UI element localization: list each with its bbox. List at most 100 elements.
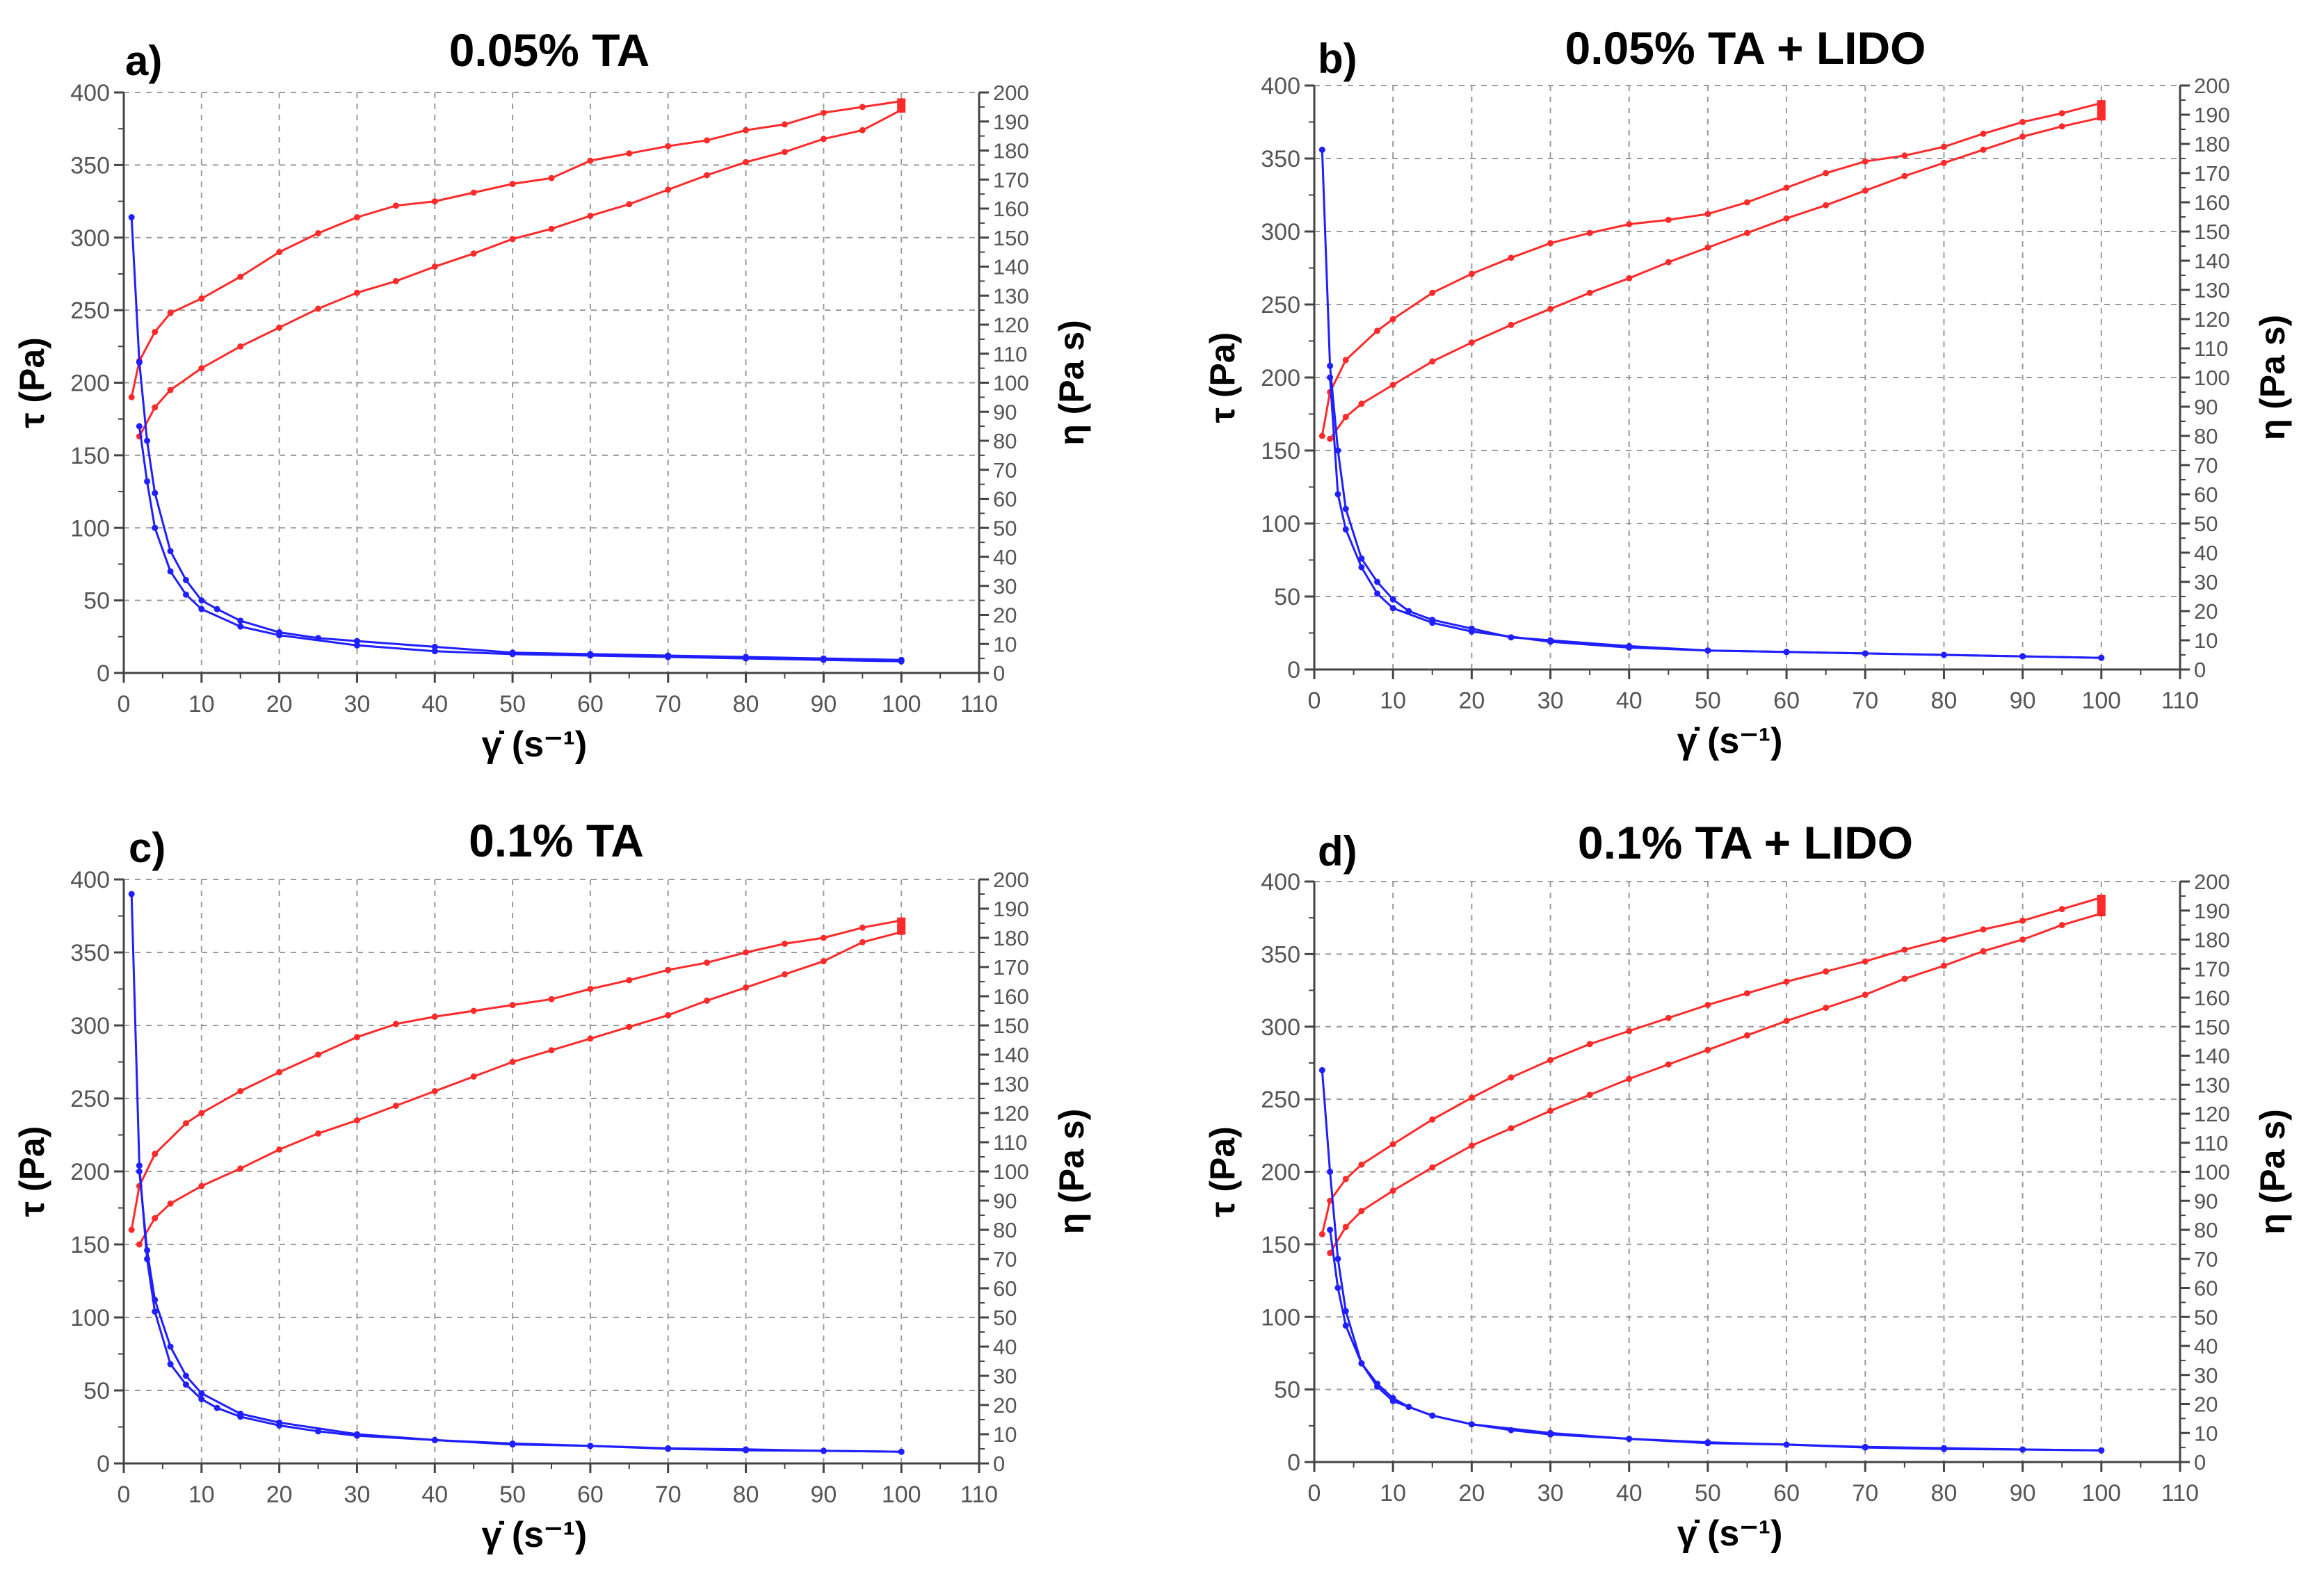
panel-3: 0 10 20 30 40 50 60 70 80 90 100 110050100150200250… [1203, 817, 2292, 1554]
data-point [1374, 590, 1381, 597]
data-point [198, 1396, 205, 1403]
data-point [470, 189, 477, 196]
data-point [2098, 1447, 2105, 1454]
x-tick-label: 10 [1380, 1480, 1406, 1507]
y-left-tick-label: 200 [1261, 365, 1300, 391]
x-tick-label: 0 [118, 1481, 131, 1508]
data-point [1823, 202, 1830, 209]
data-point [1342, 1308, 1349, 1315]
data-point [743, 949, 750, 956]
data-point [509, 181, 516, 188]
y-right-tick-label: 30 [2194, 1363, 2218, 1388]
data-point [1823, 968, 1830, 975]
x-tick-label: 110 [2161, 1480, 2199, 1507]
data-point [431, 263, 438, 270]
data-point [353, 1034, 360, 1041]
x-tick-label: 90 [2010, 688, 2036, 714]
y-right-tick-label: 200 [993, 868, 1029, 892]
data-point [587, 212, 594, 219]
x-tick-label: 40 [421, 691, 448, 717]
y-left-tick-label: 400 [1261, 869, 1300, 895]
data-point [781, 149, 788, 156]
data-point [1626, 644, 1633, 651]
y-left-tick-label: 100 [70, 1305, 110, 1331]
data-point [1468, 1421, 1475, 1428]
data-point [1547, 1107, 1554, 1114]
panel-2: 0 10 20 30 40 50 60 70 80 90 100 110050100150200250… [13, 815, 1091, 1555]
data-point [167, 1200, 174, 1207]
data-point [1862, 958, 1869, 965]
y-right-tick-label: 40 [2194, 1334, 2218, 1358]
data-point [1374, 327, 1381, 334]
y-right-tick-label: 120 [2194, 1102, 2230, 1126]
y-right-tick-label: 140 [993, 255, 1029, 279]
data-point [665, 654, 672, 660]
y-left-tick-label: 400 [1261, 73, 1300, 99]
data-point [1429, 289, 1436, 296]
y-right-tick-label: 70 [2194, 453, 2218, 478]
data-point [1342, 505, 1349, 512]
data-point [198, 1183, 205, 1190]
x-tick-label: 100 [882, 691, 921, 717]
data-point [1547, 240, 1554, 247]
y-right-tick-label: 50 [2194, 1305, 2218, 1329]
data-point [548, 225, 555, 232]
x-tick-label: 90 [810, 1481, 837, 1508]
x-axis-label: γ̇ (s⁻¹) [1677, 1513, 1783, 1554]
panel-letter: c) [129, 825, 166, 871]
y-right-tick-label: 140 [2194, 249, 2230, 273]
y-left-tick-label: 50 [1274, 584, 1300, 610]
data-point [2019, 653, 2026, 660]
data-point [1862, 1443, 1869, 1450]
data-point [548, 1047, 555, 1054]
panel-letter: a) [125, 38, 162, 84]
x-tick-label: 110 [2161, 688, 2199, 714]
data-point [704, 997, 711, 1004]
data-point [626, 1023, 633, 1030]
data-point [1342, 1322, 1349, 1329]
y-right-tick-label: 30 [2194, 570, 2218, 594]
y-left-tick-label: 0 [1287, 657, 1300, 683]
data-point [1704, 1001, 1711, 1008]
data-point [665, 1445, 672, 1452]
y-right-tick-label: 170 [2194, 161, 2230, 186]
data-point [213, 1404, 220, 1411]
y-right-tick-label: 150 [993, 226, 1029, 250]
data-point [743, 655, 750, 662]
data-point [1342, 1224, 1349, 1231]
data-point [1783, 649, 1790, 656]
data-point [2058, 922, 2065, 929]
y-left-tick-label: 200 [70, 371, 110, 397]
x-tick-label: 80 [733, 1481, 759, 1508]
data-point [587, 1443, 594, 1450]
data-point [1508, 1074, 1515, 1081]
y-right-tick-label: 100 [993, 371, 1029, 396]
data-point [2058, 906, 2065, 913]
data-point [587, 157, 594, 164]
data-point [1704, 647, 1711, 654]
y-right-tick-label: 80 [2194, 424, 2218, 448]
data-point [1547, 305, 1554, 312]
series-line [1329, 912, 2102, 1254]
data-point [1626, 1075, 1633, 1082]
data-point [1468, 270, 1475, 277]
data-point [1744, 199, 1750, 206]
data-point [626, 150, 633, 157]
data-point [315, 1428, 322, 1435]
y-left-tick-label: 50 [1274, 1377, 1300, 1404]
x-tick-label: 110 [960, 691, 998, 717]
data-point [781, 940, 788, 947]
data-point [237, 343, 244, 350]
y-left-tick-label: 50 [83, 1378, 110, 1404]
data-point [1704, 1046, 1711, 1053]
y-left-tick-label: 150 [1261, 438, 1300, 464]
y-left-axis-label: τ (Pa) [1203, 1126, 1242, 1217]
y-right-tick-label: 190 [2194, 899, 2230, 923]
data-point [392, 1021, 399, 1028]
y-right-tick-label: 170 [993, 955, 1029, 980]
panel-letter: b) [1318, 35, 1357, 82]
data-point [1704, 211, 1711, 218]
data-point [1334, 1285, 1341, 1291]
series-line [1329, 1229, 2101, 1452]
y-left-axis-label: τ (Pa) [13, 337, 51, 428]
